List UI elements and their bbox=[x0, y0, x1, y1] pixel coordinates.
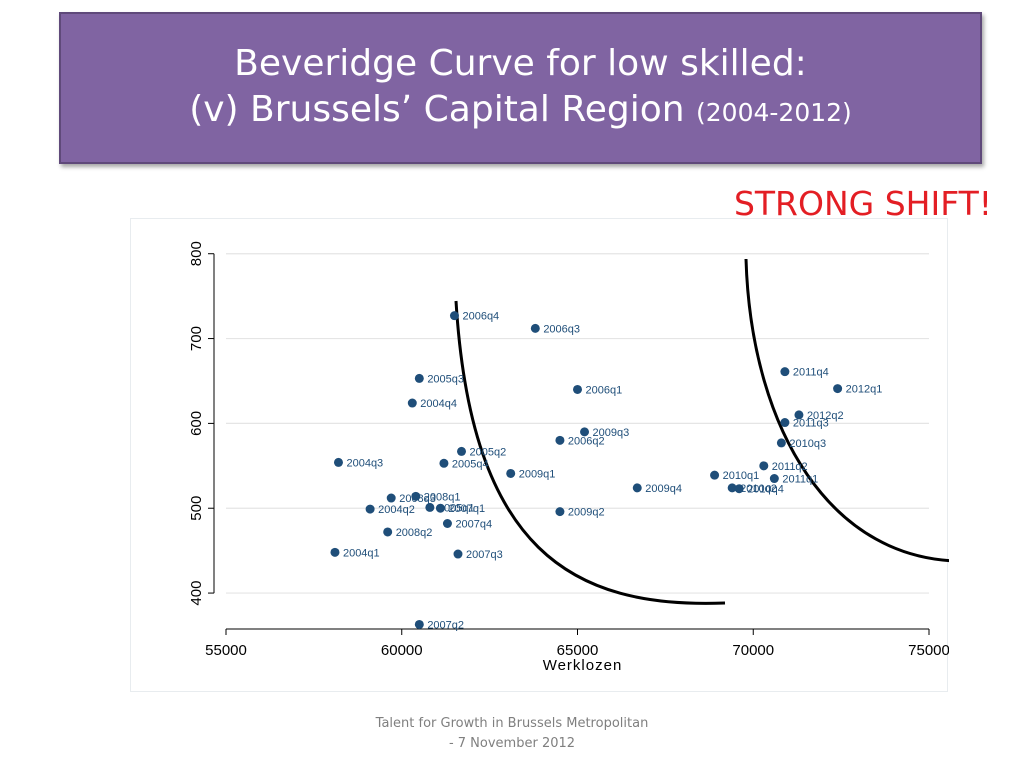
point-2004q3 bbox=[333, 457, 343, 467]
point-2009q1 bbox=[506, 468, 516, 478]
shift-curve-left bbox=[454, 300, 726, 605]
point-label-2010q4: 2010q4 bbox=[747, 484, 784, 496]
point-label-2005q1: 2005q1 bbox=[438, 502, 475, 514]
y-tick-label-600: 600 bbox=[188, 411, 205, 436]
point-label-2006q1: 2006q1 bbox=[586, 384, 623, 396]
point-label-2008q3: 2008q3 bbox=[399, 493, 436, 505]
point-label-2010q2: 2010q2 bbox=[740, 483, 777, 495]
point-2004q2 bbox=[365, 504, 375, 514]
point-2010q4 bbox=[734, 484, 744, 494]
point-label-2005q3: 2005q3 bbox=[427, 373, 464, 385]
point-2007q3 bbox=[453, 549, 463, 559]
point-label-2006q4: 2006q4 bbox=[462, 311, 499, 323]
point-2010q1 bbox=[710, 470, 720, 480]
x-axis-label: Werklozen bbox=[543, 657, 623, 674]
point-2006q3 bbox=[530, 323, 540, 333]
point-2004q1 bbox=[330, 547, 340, 557]
point-label-2007q2: 2007q2 bbox=[427, 619, 464, 631]
point-label-2006q2: 2006q2 bbox=[568, 435, 605, 447]
x-tick-label-70000: 70000 bbox=[732, 642, 774, 659]
x-tick-label-55000: 55000 bbox=[205, 642, 247, 659]
point-label-2010q1: 2010q1 bbox=[723, 470, 760, 482]
y-tick-label-500: 500 bbox=[188, 496, 205, 521]
point-label-2012q1: 2012q1 bbox=[846, 384, 883, 396]
point-2007q2 bbox=[414, 619, 424, 629]
x-tick-label-65000: 65000 bbox=[557, 642, 599, 659]
chart-frame: 400 500 600 700 800 55000 60000 65000 70000 75000… bbox=[130, 218, 949, 692]
point-label-2011q4: 2011q4 bbox=[793, 367, 829, 379]
title-banner: Beveridge Curve for low skilled: (v) Bru… bbox=[59, 12, 982, 164]
point-label-2007q3: 2007q3 bbox=[466, 549, 503, 561]
point-2005q1 bbox=[425, 502, 435, 512]
point-label-2004q3: 2004q3 bbox=[346, 457, 383, 469]
point-label-2007q1: 2007q1 bbox=[448, 503, 485, 515]
point-2011q2 bbox=[759, 461, 769, 471]
point-2011q3 bbox=[780, 418, 790, 428]
point-2006q2 bbox=[555, 435, 565, 445]
point-label-2009q3: 2009q3 bbox=[593, 427, 630, 439]
slide-title-years: (2004-2012) bbox=[696, 97, 852, 127]
point-2009q3 bbox=[580, 427, 590, 437]
y-tick-label-700: 700 bbox=[188, 326, 205, 351]
point-label-2005q4: 2005q4 bbox=[452, 458, 489, 470]
point-label-2006q3: 2006q3 bbox=[543, 323, 580, 335]
point-2005q2 bbox=[457, 446, 467, 456]
point-2012q2 bbox=[794, 410, 804, 420]
slide-title-region: (v) Brussels’ Capital Region bbox=[189, 88, 685, 130]
footer-line1: Talent for Growth in Brussels Metropolit… bbox=[375, 716, 649, 731]
point-label-2011q2: 2011q2 bbox=[772, 461, 808, 473]
point-2008q1 bbox=[411, 491, 421, 501]
slide-footer: Talent for Growth in Brussels Metropolit… bbox=[0, 714, 1024, 754]
point-2006q1 bbox=[573, 384, 582, 394]
point-label-2005q2: 2005q2 bbox=[470, 446, 507, 458]
shift-curve-right bbox=[744, 258, 949, 563]
beveridge-scatter-chart: 400 500 600 700 800 55000 60000 65000 70000 75000… bbox=[188, 241, 949, 674]
point-2005q4 bbox=[439, 458, 449, 468]
point-label-2004q2: 2004q2 bbox=[378, 504, 415, 516]
point-label-2004q1: 2004q1 bbox=[343, 547, 380, 559]
point-label-2009q2: 2009q2 bbox=[568, 507, 605, 519]
point-2011q4 bbox=[780, 367, 790, 377]
point-label-2004q4: 2004q4 bbox=[420, 398, 457, 410]
point-2009q4 bbox=[632, 483, 642, 493]
point-2008q3 bbox=[386, 493, 396, 503]
point-2008q2 bbox=[383, 527, 393, 537]
point-label-2008q2: 2008q2 bbox=[396, 527, 433, 539]
footer-line2: - 7 November 2012 bbox=[448, 736, 576, 751]
point-label-2010q3: 2010q3 bbox=[789, 438, 826, 450]
point-label-2007q4: 2007q4 bbox=[455, 519, 492, 531]
point-2006q4 bbox=[449, 311, 459, 321]
point-2012q1 bbox=[833, 384, 843, 394]
y-tick-label-800: 800 bbox=[188, 241, 205, 266]
point-label-2012q2: 2012q2 bbox=[807, 410, 844, 422]
point-label-2009q1: 2009q1 bbox=[519, 468, 556, 480]
point-2005q3 bbox=[414, 373, 424, 383]
strong-shift-label: STRONG SHIFT! bbox=[733, 184, 992, 223]
point-2009q2 bbox=[555, 507, 565, 517]
x-tick-label-75000: 75000 bbox=[908, 642, 949, 659]
point-label-2011q1: 2011q1 bbox=[782, 474, 818, 486]
slide-title-line2: (v) Brussels’ Capital Region (2004-2012) bbox=[189, 87, 852, 136]
point-2010q3 bbox=[776, 438, 786, 448]
point-label-2011q3: 2011q3 bbox=[793, 418, 829, 430]
slide-title-line1: Beveridge Curve for low skilled: bbox=[234, 42, 807, 84]
point-2010q2 bbox=[727, 483, 737, 493]
point-2007q1 bbox=[435, 503, 445, 513]
y-tick-label-400: 400 bbox=[188, 581, 205, 606]
point-2011q1 bbox=[769, 474, 779, 484]
x-tick-label-60000: 60000 bbox=[381, 642, 423, 659]
point-label-2008q1: 2008q1 bbox=[424, 491, 461, 503]
point-label-2009q4: 2009q4 bbox=[645, 483, 682, 495]
point-2007q4 bbox=[442, 519, 452, 529]
point-2004q4 bbox=[407, 398, 417, 408]
